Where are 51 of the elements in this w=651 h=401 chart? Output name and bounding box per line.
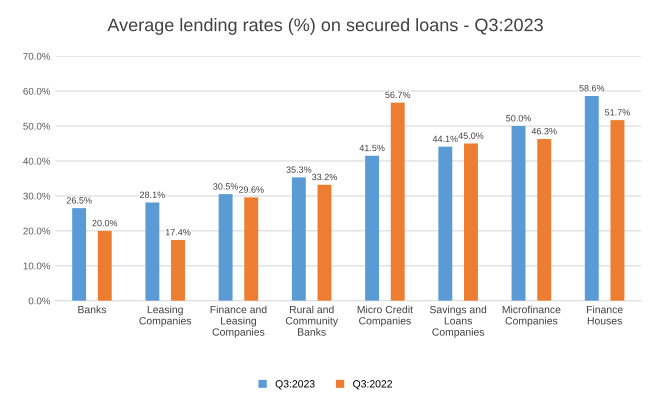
x-tick-label: Micro Credit Companies: [358, 306, 413, 327]
x-tick-label: Finance Houses: [586, 306, 623, 324]
chart-title: Average lending rates (%) on secured loans - Q3:2023: [107, 18, 543, 35]
data-label: 33.2%: [312, 174, 337, 180]
data-label: 17.4%: [166, 229, 190, 236]
data-label: 50.0%: [506, 115, 532, 122]
bar: [537, 138, 552, 301]
data-label: 45.0%: [458, 132, 484, 139]
x-tick-label: Banks: [78, 306, 106, 314]
y-tick-label: 40.0%: [23, 158, 50, 165]
y-tick-label: 60.0%: [23, 88, 50, 95]
bar: [584, 96, 599, 301]
y-tick-label: 20.0%: [23, 228, 50, 234]
data-label: 58.6%: [579, 85, 604, 92]
legend-label: Q3:2022: [353, 380, 392, 390]
bar: [292, 177, 306, 301]
y-tick-label: 30.0%: [23, 192, 50, 200]
x-tick-label: Savings and Loans Companies: [430, 306, 486, 338]
data-label: 35.3%: [286, 166, 312, 173]
bar: [171, 240, 185, 301]
bar: [145, 202, 160, 301]
data-label: 28.1%: [140, 192, 165, 198]
y-tick-label: 50.0%: [23, 122, 50, 130]
y-tick-label: 70.0%: [23, 52, 50, 60]
data-label: 26.5%: [66, 197, 92, 204]
y-tick-label: 0.0%: [28, 297, 50, 304]
y-tick-label: 10.0%: [24, 262, 50, 270]
bar: [72, 208, 86, 301]
data-label: 46.3%: [532, 128, 557, 134]
x-tick-label: Rural and Community Banks: [286, 306, 338, 336]
bar: [390, 102, 405, 301]
x-tick-label: Leasing Companies: [139, 306, 192, 327]
x-tick-label: Microfinance Companies: [502, 306, 560, 327]
bar: [218, 194, 233, 301]
bar: [365, 156, 380, 301]
bar: [244, 197, 258, 301]
data-label: 29.6%: [238, 186, 264, 193]
data-label: 30.5%: [213, 183, 238, 190]
data-label: 44.1%: [432, 136, 458, 142]
data-label: 20.0%: [92, 220, 118, 226]
bar: [98, 230, 112, 301]
data-label: 51.7%: [604, 109, 630, 116]
bar: [610, 120, 624, 301]
x-tick-label: Finance and Leasing Companies: [210, 306, 266, 338]
bar: [464, 144, 478, 301]
data-label: 41.5%: [359, 144, 385, 152]
legend-label: Q3:2023: [276, 380, 315, 390]
bar: [438, 146, 452, 301]
bar: [318, 184, 332, 301]
bar: [512, 126, 526, 301]
data-label: 56.7%: [385, 92, 410, 98]
